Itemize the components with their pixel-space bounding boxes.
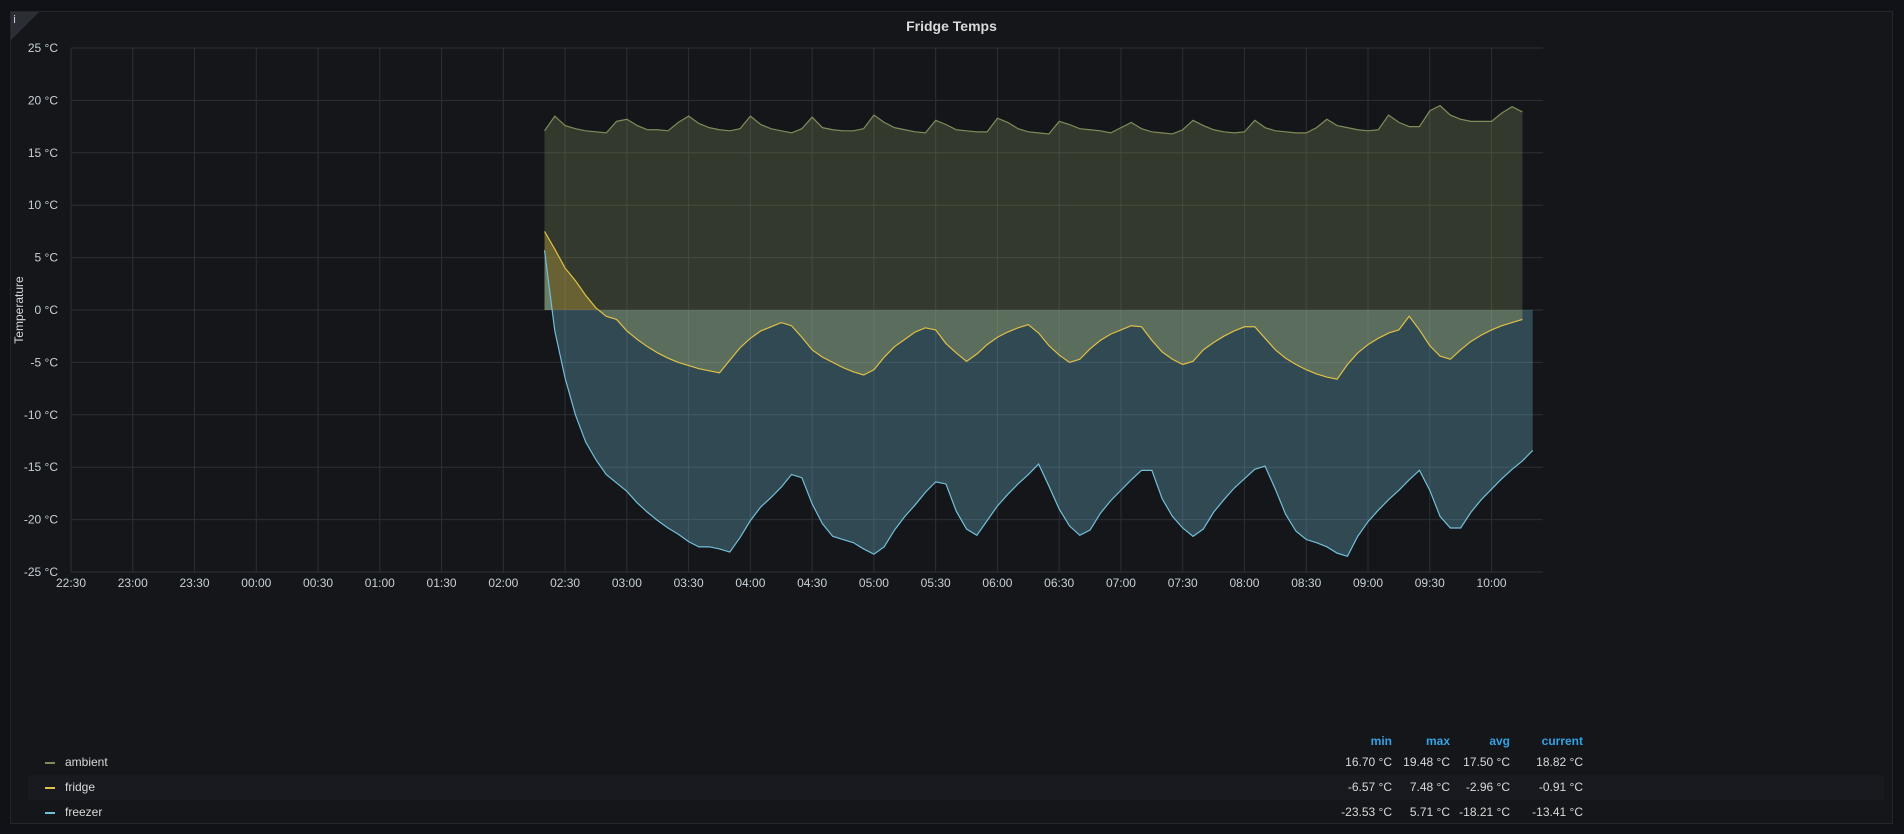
- legend-series-name[interactable]: freezer: [65, 805, 103, 819]
- legend-row-fridge[interactable]: fridge -6.57 °C 7.48 °C -2.96 °C -0.91 °…: [28, 775, 1884, 800]
- fridge-line: [543, 231, 1523, 380]
- graph-panel: i Fridge Temps 25 °C 20 °C 15 °C 10 °C 5 °C 0…: [10, 11, 1893, 824]
- x-tick-label: 22:30: [56, 576, 86, 590]
- legend-current: -0.91 °C: [1538, 780, 1583, 794]
- legend-min: -23.53 °C: [1341, 805, 1392, 819]
- x-tick-label: 07:30: [1168, 576, 1198, 590]
- legend-current: -13.41 °C: [1532, 805, 1583, 819]
- legend-header-max[interactable]: max: [1425, 734, 1450, 748]
- legend-max: 19.48 °C: [1403, 755, 1450, 769]
- x-tick-label: 02:30: [550, 576, 580, 590]
- chart-series: [543, 104, 1534, 558]
- x-tick-label: 02:00: [488, 576, 518, 590]
- x-tick-label: 06:30: [1044, 576, 1074, 590]
- x-axis-ticks: 22:30 23:00 23:30 00:00 00:30 01:00 01:30 02:00…: [56, 576, 1507, 590]
- x-tick-label: 03:30: [674, 576, 704, 590]
- y-tick-label: 10 °C: [28, 198, 58, 212]
- x-tick-label: 06:00: [982, 576, 1012, 590]
- legend-min: 16.70 °C: [1345, 755, 1392, 769]
- x-tick-label: 09:00: [1353, 576, 1383, 590]
- y-axis-label: Temperature: [12, 276, 26, 344]
- x-tick-label: 09:30: [1415, 576, 1445, 590]
- x-tick-label: 07:00: [1106, 576, 1136, 590]
- fridge-area: [544, 231, 1523, 380]
- x-tick-label: 10:00: [1477, 576, 1507, 590]
- legend-header-current[interactable]: current: [1541, 734, 1583, 748]
- legend-min: -6.57 °C: [1347, 780, 1392, 794]
- x-tick-label: 00:30: [303, 576, 333, 590]
- legend-current: 18.82 °C: [1536, 755, 1583, 769]
- x-tick-label: 23:30: [180, 576, 210, 590]
- y-tick-label: 15 °C: [28, 146, 58, 160]
- x-tick-label: 04:30: [797, 576, 827, 590]
- chart-grid: [70, 47, 1543, 573]
- legend-max: 5.71 °C: [1409, 805, 1450, 819]
- panel-corner[interactable]: [11, 12, 39, 40]
- freezer-area: [544, 250, 1533, 557]
- legend-header-min[interactable]: min: [1370, 734, 1392, 748]
- x-tick-label: 00:00: [241, 576, 271, 590]
- x-tick-label: 03:00: [612, 576, 642, 590]
- legend-series-name[interactable]: fridge: [65, 780, 96, 794]
- legend-series-name[interactable]: ambient: [65, 755, 108, 769]
- legend-header-avg[interactable]: avg: [1489, 734, 1510, 748]
- ambient-line: [544, 104, 1523, 135]
- y-tick-label: -15 °C: [24, 460, 58, 474]
- legend-row-freezer[interactable]: freezer -23.53 °C 5.71 °C -18.21 °C -13.…: [28, 800, 1884, 825]
- x-tick-label: 05:30: [921, 576, 951, 590]
- y-tick-label: 5 °C: [35, 251, 59, 265]
- x-tick-label: 08:00: [1229, 576, 1259, 590]
- x-tick-label: 04:00: [735, 576, 765, 590]
- legend-max: 7.48 °C: [1409, 780, 1450, 794]
- legend-swatch[interactable]: [45, 787, 55, 789]
- y-tick-label: 0 °C: [35, 303, 59, 317]
- y-tick-label: -5 °C: [31, 355, 59, 369]
- x-tick-label: 01:30: [427, 576, 457, 590]
- legend-avg: -2.96 °C: [1465, 780, 1510, 794]
- legend-avg: 17.50 °C: [1463, 755, 1510, 769]
- legend-table: min max avg current ambient 16.70 °C 19.…: [28, 732, 1884, 825]
- x-tick-label: 05:00: [859, 576, 889, 590]
- y-tick-label: -10 °C: [24, 408, 58, 422]
- y-tick-label: -20 °C: [24, 513, 58, 527]
- legend-swatch[interactable]: [45, 762, 55, 764]
- chart-area[interactable]: 25 °C 20 °C 15 °C 10 °C 5 °C 0 °C -5 °C -10 °C -…: [11, 12, 1892, 712]
- x-tick-label: 23:00: [118, 576, 148, 590]
- y-tick-label: 25 °C: [28, 41, 58, 55]
- y-tick-label: 20 °C: [28, 93, 58, 107]
- y-axis-ticks: 25 °C 20 °C 15 °C 10 °C 5 °C 0 °C -5 °C -10 °C -…: [24, 41, 58, 579]
- y-tick-label: -25 °C: [24, 565, 58, 579]
- panel-title[interactable]: Fridge Temps: [906, 18, 997, 34]
- freezer-line: [543, 250, 1534, 558]
- legend-avg: -18.21 °C: [1459, 805, 1510, 819]
- x-tick-label: 01:00: [365, 576, 395, 590]
- ambient-area: [544, 105, 1523, 310]
- legend-header: min max avg current: [28, 732, 1884, 750]
- legend-swatch[interactable]: [45, 812, 55, 814]
- legend-row-ambient[interactable]: ambient 16.70 °C 19.48 °C 17.50 °C 18.82…: [28, 750, 1884, 775]
- x-tick-label: 08:30: [1291, 576, 1321, 590]
- info-icon[interactable]: i: [13, 13, 17, 26]
